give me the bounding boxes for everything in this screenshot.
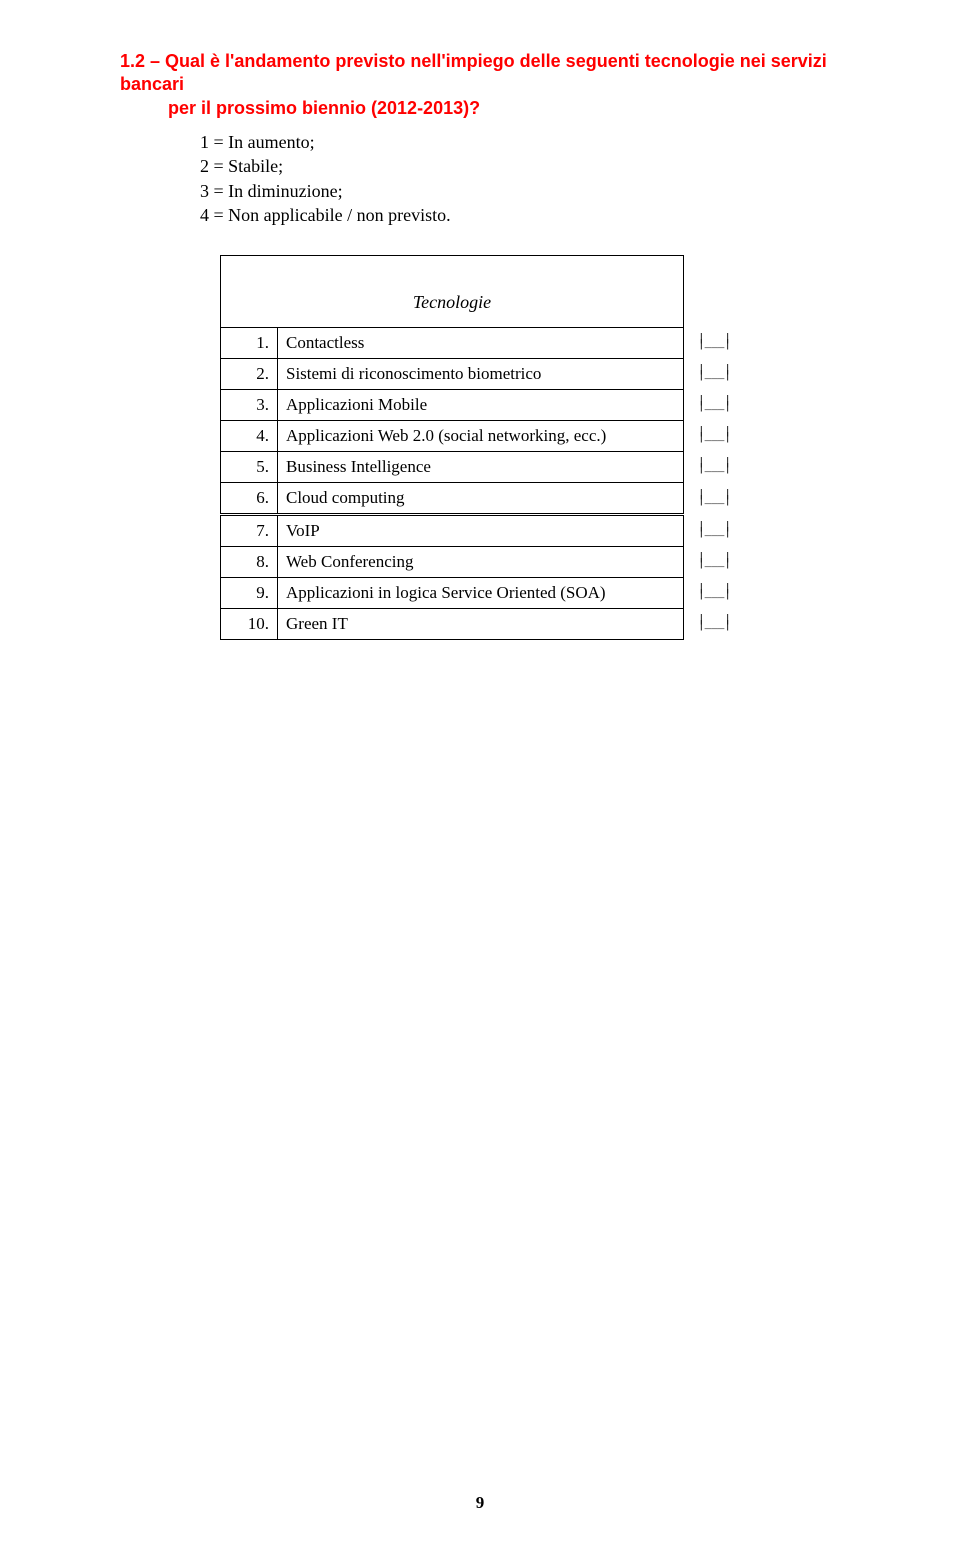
row-label: Applicazioni Mobile xyxy=(278,390,684,421)
answer-box[interactable]: | | |___| xyxy=(698,336,731,348)
table-row: 1. Contactless | | |___| xyxy=(221,328,760,359)
row-number: 9. xyxy=(221,578,278,609)
answer-box[interactable]: | | |___| xyxy=(698,367,731,379)
table-row: 2. Sistemi di riconoscimento biometrico … xyxy=(221,359,760,390)
table-row: 6. Cloud computing | | |___| xyxy=(221,483,760,515)
row-label: Sistemi di riconoscimento biometrico xyxy=(278,359,684,390)
row-number: 1. xyxy=(221,328,278,359)
row-number: 3. xyxy=(221,390,278,421)
answer-box[interactable]: | | |___| xyxy=(698,429,731,441)
table-row: 4. Applicazioni Web 2.0 (social networki… xyxy=(221,421,760,452)
answer-box[interactable]: | | |___| xyxy=(698,460,731,472)
legend-item-4: 4 = Non applicabile / non previsto. xyxy=(200,203,860,227)
table-row: 10. Green IT | | |___| xyxy=(221,609,760,640)
row-number: 4. xyxy=(221,421,278,452)
legend-item-3: 3 = In diminuzione; xyxy=(200,179,860,203)
legend-item-1: 1 = In aumento; xyxy=(200,130,860,154)
row-label: Applicazioni in logica Service Oriented … xyxy=(278,578,684,609)
table-row: 5. Business Intelligence | | |___| xyxy=(221,452,760,483)
answer-box[interactable]: | | |___| xyxy=(698,586,731,598)
row-label: Green IT xyxy=(278,609,684,640)
row-label: Cloud computing xyxy=(278,483,684,515)
table-header: Tecnologie xyxy=(221,256,684,328)
table-row: 8. Web Conferencing | | |___| xyxy=(221,547,760,578)
row-label: Business Intelligence xyxy=(278,452,684,483)
question-line2: per il prossimo biennio (2012-2013)? xyxy=(120,97,860,120)
question-line1: 1.2 – Qual è l'andamento previsto nell'i… xyxy=(120,51,827,94)
row-label: Web Conferencing xyxy=(278,547,684,578)
row-label: Applicazioni Web 2.0 (social networking,… xyxy=(278,421,684,452)
page-number: 9 xyxy=(0,1493,960,1513)
answer-box[interactable]: | | |___| xyxy=(698,398,731,410)
row-number: 5. xyxy=(221,452,278,483)
technologies-table: Tecnologie 1. Contactless | | |___| 2. S… xyxy=(220,255,760,640)
row-label: Contactless xyxy=(278,328,684,359)
table-row: 7. VoIP | | |___| xyxy=(221,515,760,547)
answer-box[interactable]: | | |___| xyxy=(698,555,731,567)
row-number: 10. xyxy=(221,609,278,640)
table-row: 9. Applicazioni in logica Service Orient… xyxy=(221,578,760,609)
answer-box[interactable]: | | |___| xyxy=(698,492,731,504)
answer-box[interactable]: | | |___| xyxy=(698,524,731,536)
legend-item-2: 2 = Stabile; xyxy=(200,154,860,178)
question-title: 1.2 – Qual è l'andamento previsto nell'i… xyxy=(120,50,860,120)
legend-block: 1 = In aumento; 2 = Stabile; 3 = In dimi… xyxy=(200,130,860,227)
row-label: VoIP xyxy=(278,515,684,547)
row-number: 2. xyxy=(221,359,278,390)
row-number: 8. xyxy=(221,547,278,578)
row-number: 7. xyxy=(221,515,278,547)
table-row: 3. Applicazioni Mobile | | |___| xyxy=(221,390,760,421)
row-number: 6. xyxy=(221,483,278,515)
answer-box[interactable]: | | |___| xyxy=(698,617,731,629)
